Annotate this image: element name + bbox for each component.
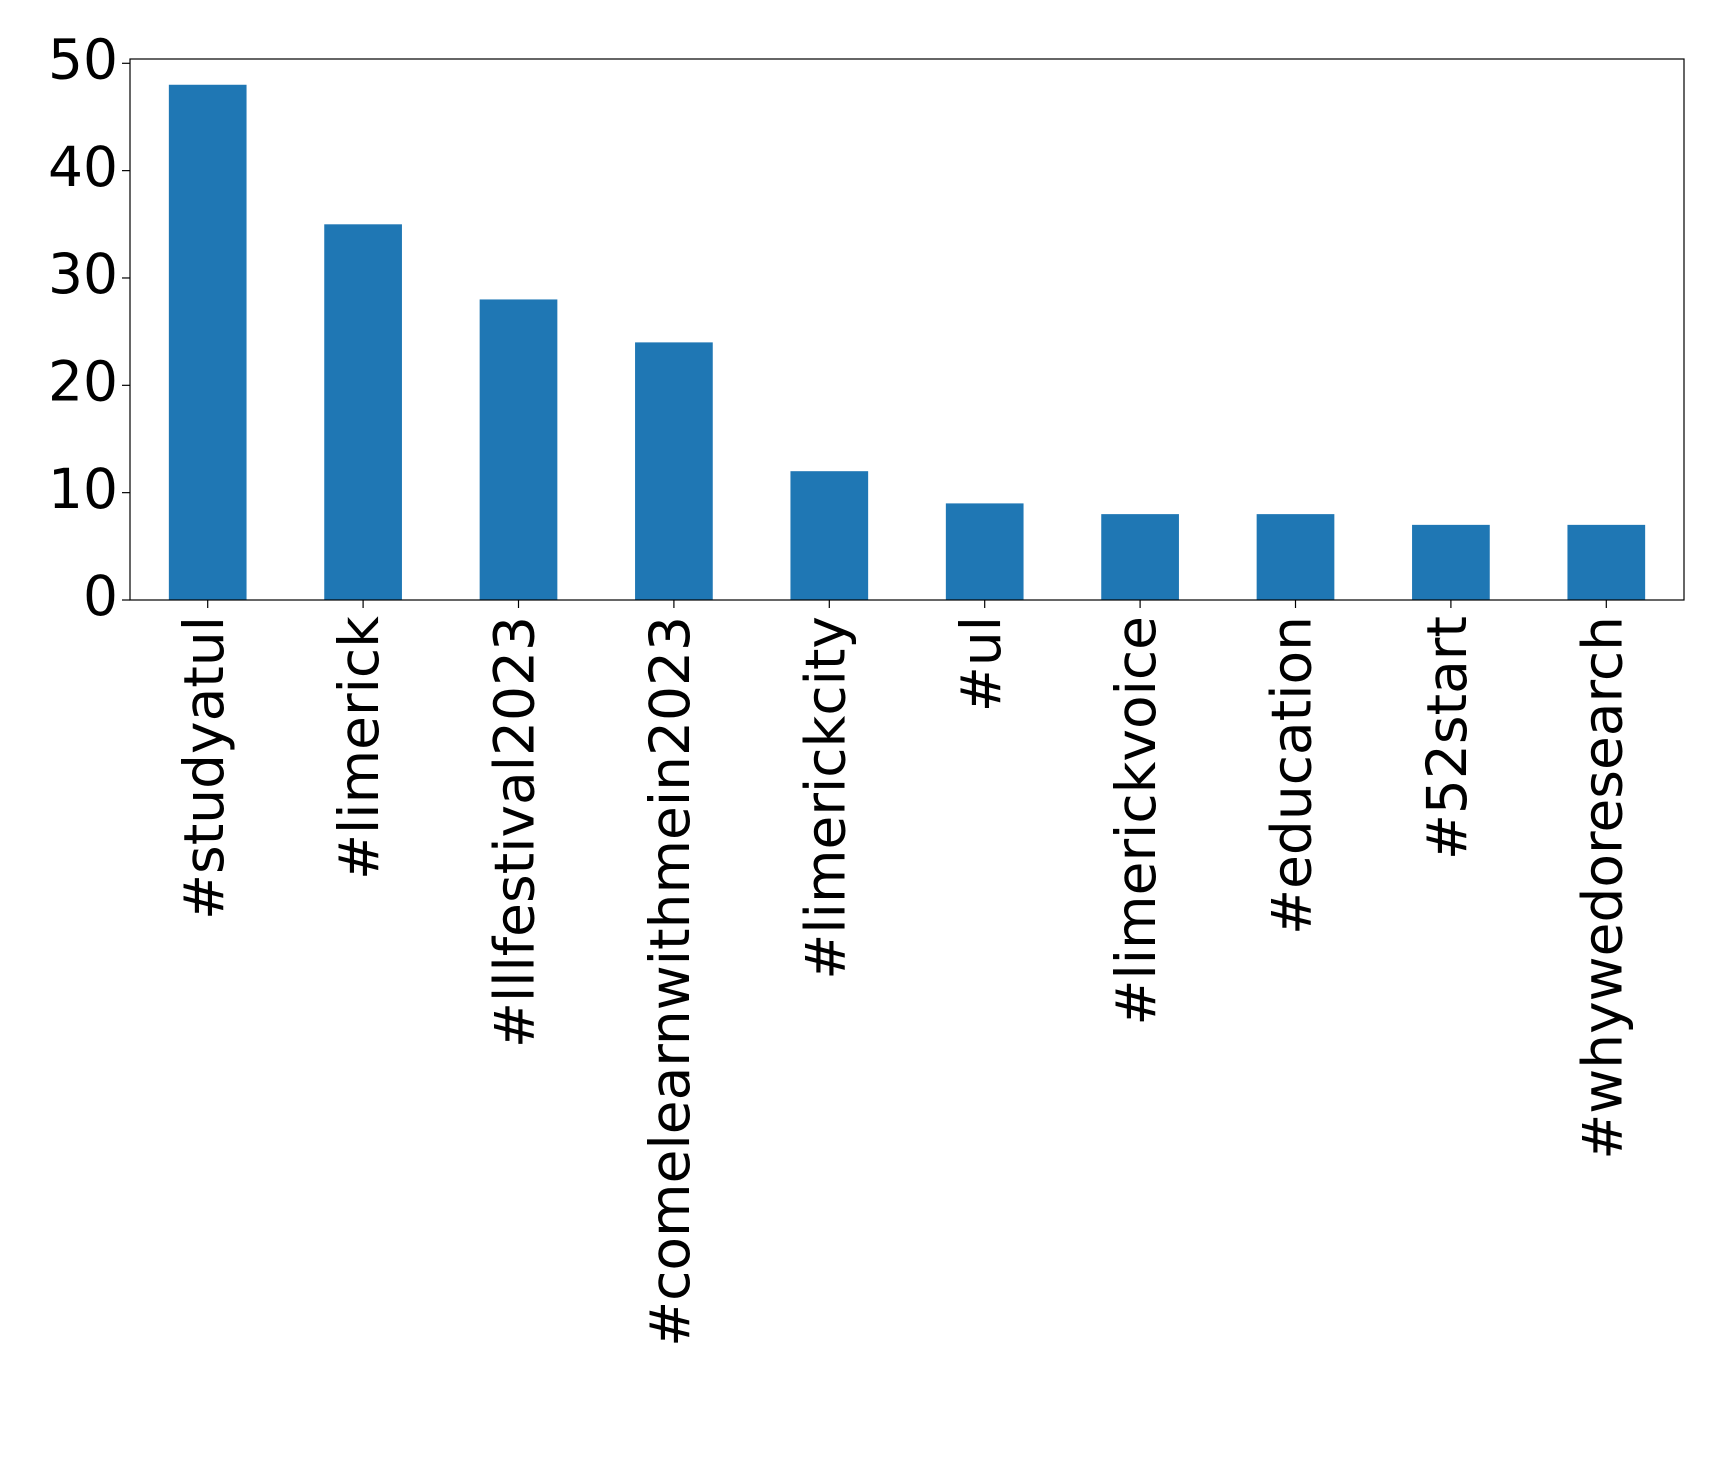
bar — [168, 84, 247, 600]
x-tick-label: #limerickvoice — [1104, 616, 1168, 1026]
bar — [1256, 514, 1335, 600]
plot-frame — [129, 58, 1685, 601]
y-tick-label: 40 — [48, 135, 118, 199]
x-tick-label: #limerick — [327, 616, 391, 880]
x-tick-label: #lllfestival2023 — [483, 616, 547, 1048]
y-tick-label: 30 — [48, 242, 118, 306]
bar — [945, 503, 1024, 600]
y-tick-label: 50 — [48, 27, 118, 91]
bar — [1101, 514, 1179, 600]
x-tick-label: #education — [1260, 616, 1324, 935]
y-tick-label: 20 — [48, 349, 118, 413]
bar — [1412, 524, 1490, 600]
x-tick-label: #52start — [1415, 616, 1479, 860]
bar — [479, 299, 558, 600]
bar — [1567, 524, 1646, 600]
bar — [790, 471, 869, 600]
bar — [324, 224, 402, 601]
x-tick-label: #comelearnwithmein2023 — [638, 616, 702, 1347]
bar — [635, 342, 713, 600]
x-tick-label: #studyatul — [172, 616, 236, 920]
y-tick-label: 0 — [83, 564, 118, 628]
x-tick-label: #ul — [949, 616, 1013, 712]
y-tick-label: 10 — [48, 457, 118, 521]
x-tick-label: #limerickcity — [793, 616, 857, 980]
x-tick-label: #whywedoresearch — [1570, 616, 1634, 1160]
